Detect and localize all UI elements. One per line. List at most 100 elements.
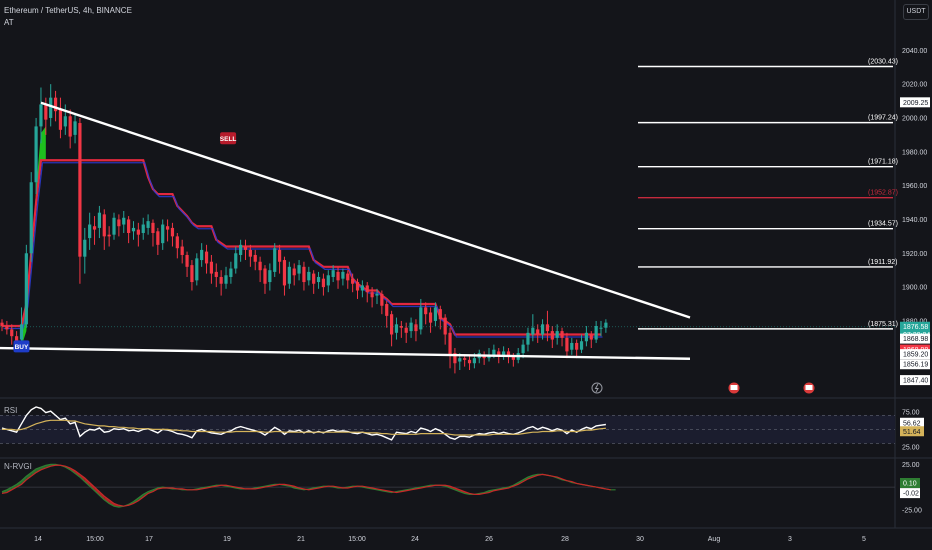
candle-body <box>170 227 175 237</box>
y-tick-label: 2000.00 <box>902 115 927 122</box>
candle-body <box>0 322 4 327</box>
candle-body <box>63 116 67 127</box>
rvgi-tag <box>900 488 920 499</box>
candle-body <box>239 244 243 255</box>
rvgi-tag-text: 0.10 <box>903 481 917 488</box>
candle-body <box>5 326 9 330</box>
candle-body <box>102 214 106 237</box>
candle-body <box>97 212 101 228</box>
x-tick-label: 30 <box>636 536 644 543</box>
candle-body <box>370 292 374 298</box>
indicator-label[interactable]: AT <box>4 18 14 27</box>
level-label: (1911.92) <box>868 259 897 266</box>
event-flag-icon[interactable] <box>728 382 740 394</box>
candle-body <box>472 358 476 364</box>
candle-body <box>248 249 252 257</box>
x-tick-label: 24 <box>411 536 419 543</box>
x-tick-label: Aug <box>708 536 721 543</box>
candle-body <box>180 246 184 255</box>
candle-body <box>277 249 282 262</box>
candle-body <box>258 261 262 271</box>
price-tag-text: 1859.20 <box>903 352 928 359</box>
candle-body <box>10 329 14 337</box>
signal-text: BUY <box>15 344 29 351</box>
candle-body <box>312 273 316 284</box>
candle-body <box>297 265 301 274</box>
candle-body <box>141 224 145 233</box>
candle-body <box>190 265 194 283</box>
candle-body <box>219 276 223 284</box>
candle-body <box>146 221 150 228</box>
candle-body <box>287 266 291 284</box>
x-tick-label: 21 <box>297 536 305 543</box>
candle-body <box>73 121 77 135</box>
x-tick-label: 17 <box>145 536 153 543</box>
rsi-ma-line <box>2 419 606 436</box>
price-tag <box>900 97 930 108</box>
rvgi-fill <box>99 491 105 500</box>
candle-body <box>536 329 540 335</box>
candle-body <box>438 309 442 320</box>
candle-body <box>584 332 588 342</box>
candle-body <box>579 341 584 350</box>
candle-body <box>570 342 574 350</box>
candle-body <box>175 236 179 249</box>
candle-body <box>433 307 438 321</box>
candle-body <box>390 314 394 335</box>
candle-body <box>15 336 19 342</box>
x-tick-label: 28 <box>561 536 569 543</box>
candle-body <box>351 278 355 284</box>
price-tag <box>900 333 930 344</box>
y-tick-label: 1980.00 <box>902 149 927 156</box>
candle-body <box>555 331 559 338</box>
candle-body <box>448 332 452 355</box>
candle-body <box>19 324 24 340</box>
candle-body <box>531 327 535 335</box>
candle-body <box>131 227 136 232</box>
candle-body <box>404 327 408 333</box>
rvgi-signal-line <box>1 463 616 508</box>
currency-button[interactable]: USDT <box>903 4 929 20</box>
candle-body <box>458 358 462 362</box>
rsi-pane-title[interactable]: RSI <box>4 406 18 415</box>
symbol-title[interactable]: Ethereum / TetherUS, 4h, BINANCE <box>4 6 132 15</box>
candle-body <box>53 97 58 112</box>
candle-body <box>161 224 165 244</box>
rsi-tag-text: 51.64 <box>903 429 921 436</box>
candle-body <box>360 285 364 291</box>
candle-body <box>502 351 506 357</box>
y-tick-label: 1960.00 <box>902 183 927 190</box>
candle-body <box>127 219 131 233</box>
rvgi-fill <box>104 496 110 504</box>
candle-body <box>273 248 277 272</box>
candle-body <box>204 251 209 264</box>
candle-body <box>307 271 311 281</box>
supertrend-line <box>2 159 602 336</box>
candle-body <box>550 331 554 340</box>
price-tag <box>900 375 930 386</box>
y-tick-label: 2020.00 <box>902 82 927 89</box>
candle-body <box>29 182 33 254</box>
level-label: (1997.24) <box>868 115 898 122</box>
price-tag <box>900 359 930 370</box>
y-tick-label: 1900.00 <box>902 285 927 292</box>
candle-body <box>321 278 326 288</box>
rvgi-tick-label: -25.00 <box>902 507 922 514</box>
level-label: (1971.18) <box>868 159 898 166</box>
x-tick-label: 15:00 <box>348 536 366 543</box>
level-label: (1952.87) <box>868 190 898 197</box>
candle-body <box>497 351 501 357</box>
price-tag-text: 1876.58 <box>903 324 928 331</box>
rvgi-fill <box>89 482 95 491</box>
y-tick-label: 2040.00 <box>902 48 927 55</box>
candle-body <box>302 266 306 283</box>
price-tag-text: 1847.40 <box>903 378 928 385</box>
candle-body <box>39 104 43 127</box>
candle-body <box>268 270 272 283</box>
event-flag-icon[interactable] <box>803 382 815 394</box>
rvgi-pane-title[interactable]: N-RVGI <box>4 462 32 471</box>
candle-body <box>443 317 447 335</box>
candle-body <box>346 273 350 281</box>
lightning-icon[interactable] <box>591 382 603 394</box>
